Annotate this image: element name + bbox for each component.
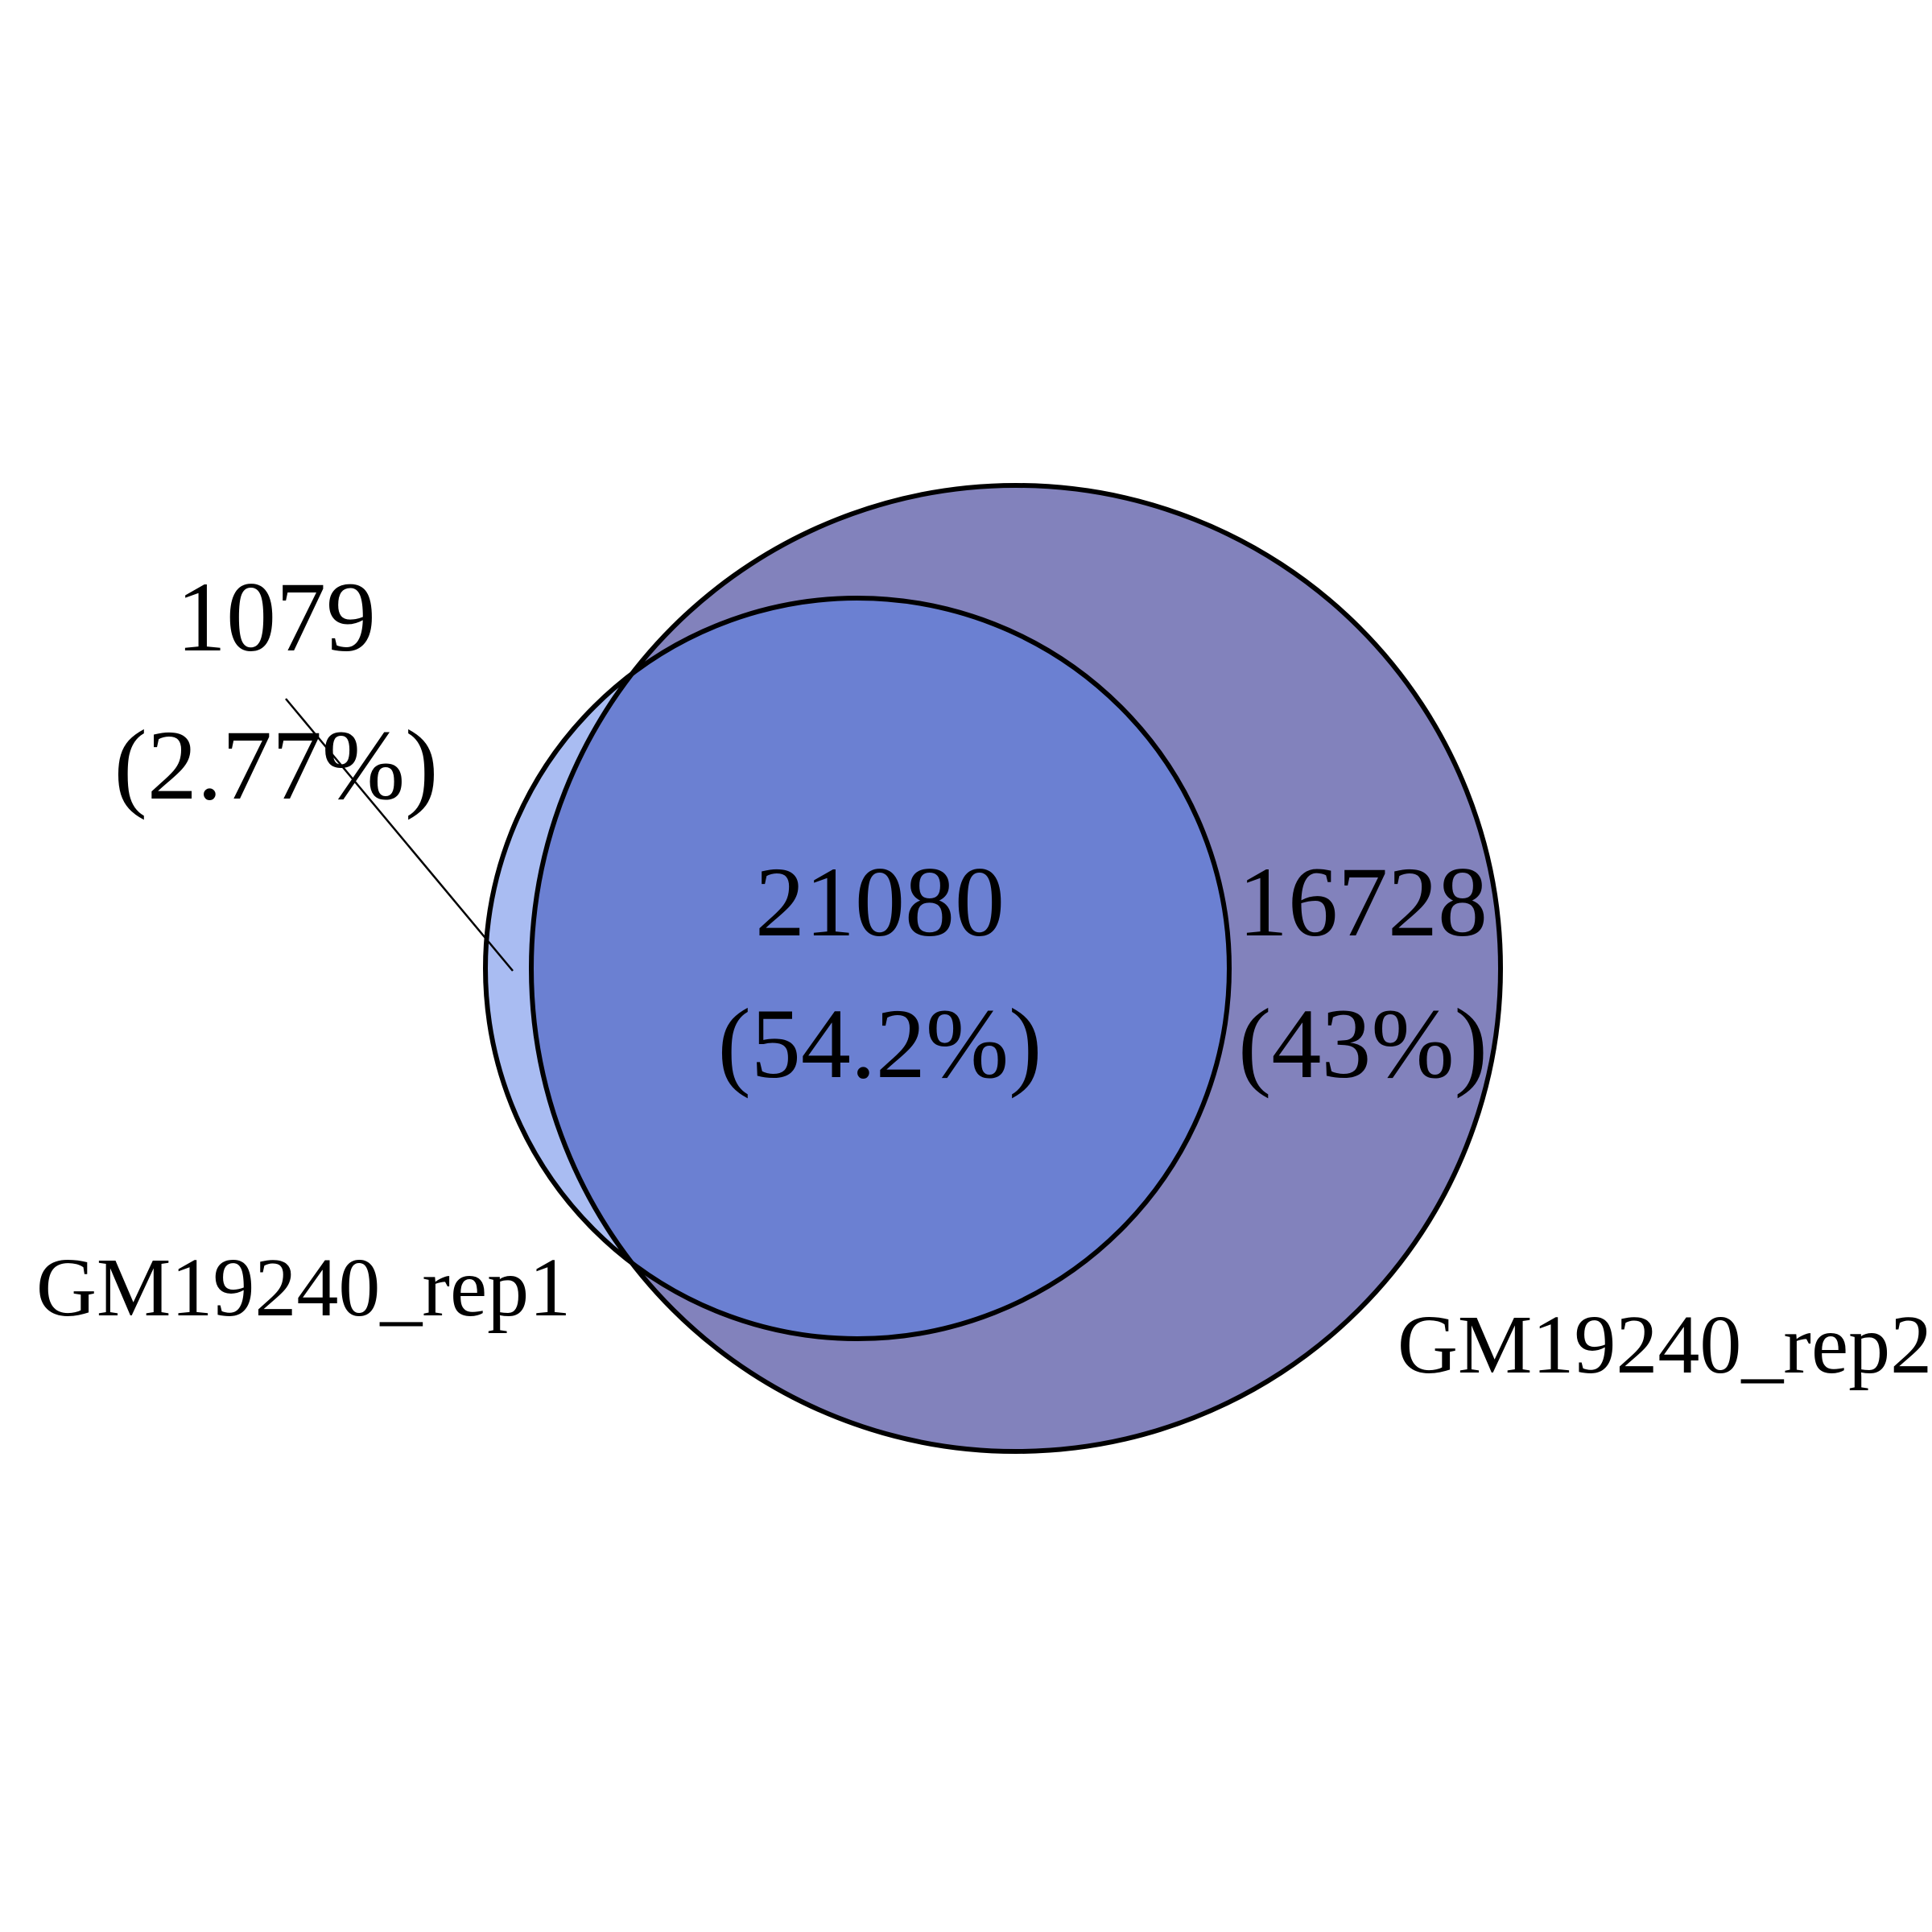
overlap-percent: (54.2%) [718, 989, 1042, 1099]
set-outline-rep1 [483, 596, 1232, 1341]
set-label-rep1: GM19240_rep1 [36, 1241, 571, 1334]
rep2-only-percent: (43%) [1238, 989, 1488, 1099]
overlap-region [531, 598, 1229, 1339]
set-outline-rep2 [529, 483, 1503, 1454]
rep1-only-leader-line [285, 698, 514, 972]
rep1-only-percent: (2.77%) [114, 710, 439, 820]
rep1-only-count: 1079 [176, 562, 376, 672]
overlap-count: 21080 [755, 847, 1005, 957]
set-label-rep2: GM19240_rep2 [1397, 1298, 1932, 1391]
rep2-only-count: 16728 [1238, 847, 1488, 957]
